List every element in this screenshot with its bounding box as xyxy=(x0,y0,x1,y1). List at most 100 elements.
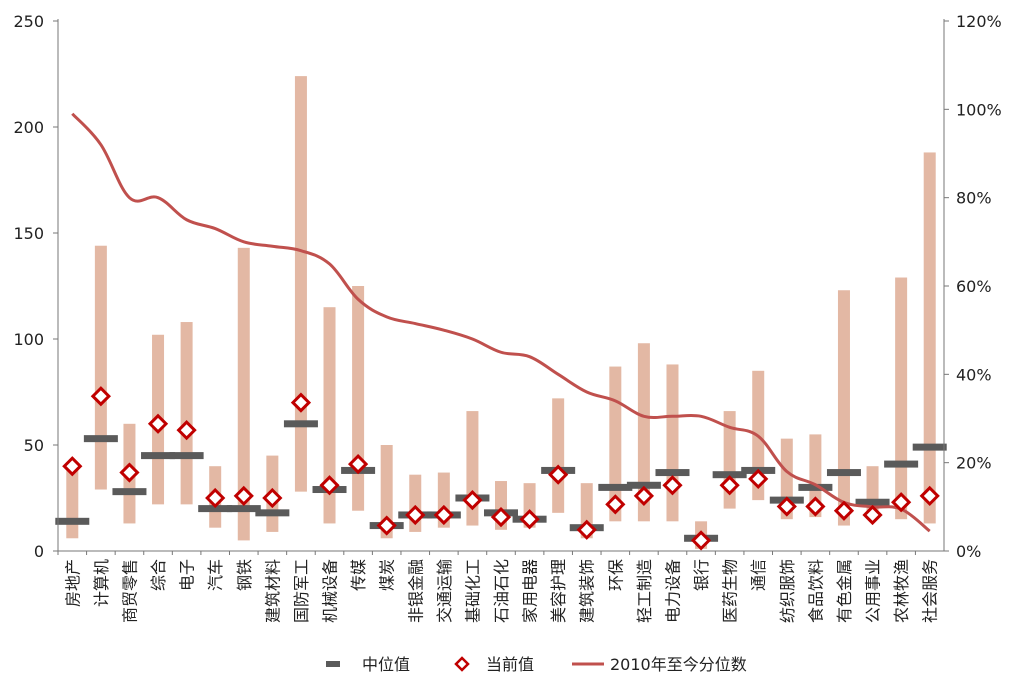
current-value-point xyxy=(833,500,855,521)
percentile-line xyxy=(71,112,931,533)
median-marker xyxy=(141,452,176,460)
current-value-point xyxy=(605,494,626,515)
current-value-point xyxy=(433,504,454,526)
current-markers xyxy=(62,386,940,551)
current-value-point xyxy=(62,456,83,477)
range-bar xyxy=(552,398,565,513)
category-label: 通信 xyxy=(749,559,768,591)
current-value-point xyxy=(548,464,569,485)
legend-line-label: 2010年至今分位数 xyxy=(610,655,747,674)
left-tick-label: 50 xyxy=(24,436,44,455)
category-label: 综合 xyxy=(149,559,168,591)
category-label: 国防军工 xyxy=(292,559,311,623)
legend: 中位值 当前值 2010年至今分位数 xyxy=(326,655,747,674)
range-bar xyxy=(237,247,250,541)
percentile-line-path xyxy=(71,112,931,533)
range-bar xyxy=(352,286,365,511)
current-value-point xyxy=(690,530,712,551)
median-marker xyxy=(598,483,633,491)
category-label: 商贸零售 xyxy=(120,559,139,623)
current-value-point xyxy=(233,485,254,507)
category-label: 银行 xyxy=(692,559,711,591)
legend-current-label: 当前值 xyxy=(486,655,534,674)
current-value-point xyxy=(576,519,597,540)
median-marker xyxy=(169,452,204,460)
range-bar xyxy=(609,366,622,522)
right-tick-label: 60% xyxy=(956,277,992,296)
category-label: 美容护理 xyxy=(549,559,568,623)
current-value-point xyxy=(891,492,912,513)
legend-median-label: 中位值 xyxy=(362,655,410,674)
category-label: 建筑装饰 xyxy=(578,559,597,623)
right-axis-ticks: 0% 20% 40% 60% 80% 100% 120% xyxy=(944,12,1002,561)
category-label: 石油石化 xyxy=(492,559,511,623)
right-tick-label: 40% xyxy=(956,365,992,384)
category-label: 食品饮料 xyxy=(806,559,825,623)
current-value-point xyxy=(519,509,540,530)
category-label: 家用电器 xyxy=(521,559,540,623)
median-marker xyxy=(112,488,147,496)
category-label: 电力设备 xyxy=(663,559,682,623)
legend-median-swatch xyxy=(326,661,340,667)
category-label: 轻工制造 xyxy=(635,559,654,623)
current-value-point xyxy=(119,462,140,483)
category-label: 基础化工 xyxy=(463,559,482,623)
category-label: 交通运输 xyxy=(435,559,454,623)
current-value-point xyxy=(490,506,512,528)
category-labels: 房地产 计算机 商贸零售 综合 电子 汽车 钢铁 建筑材料 国防军工 机械设备 传媒 煤炭 非银金融 交通… xyxy=(57,551,940,623)
category-label: 煤炭 xyxy=(378,559,397,591)
left-tick-label: 100 xyxy=(13,330,44,349)
range-bar xyxy=(380,445,393,539)
left-tick-label: 250 xyxy=(13,12,44,31)
range-bar xyxy=(323,307,336,524)
category-label: 公用事业 xyxy=(864,559,883,623)
range-bars xyxy=(66,76,936,549)
category-label: 纺织服饰 xyxy=(778,559,797,623)
left-tick-label: 150 xyxy=(13,224,44,243)
current-value-point xyxy=(805,496,826,517)
current-value-point xyxy=(862,504,883,526)
right-tick-label: 0% xyxy=(956,542,981,561)
right-tick-label: 100% xyxy=(956,100,1002,119)
category-label: 电子 xyxy=(178,559,197,591)
category-label: 计算机 xyxy=(92,559,111,607)
current-value-point xyxy=(319,475,340,496)
median-marker xyxy=(55,517,90,525)
current-value-point xyxy=(90,386,111,407)
median-marker xyxy=(198,505,233,513)
current-value-point xyxy=(748,468,769,490)
current-value-point xyxy=(376,515,397,536)
range-bar xyxy=(895,277,908,520)
median-marker xyxy=(226,505,261,513)
left-tick-label: 200 xyxy=(13,118,44,137)
median-marker xyxy=(826,469,861,477)
range-bar xyxy=(809,434,822,518)
median-marker xyxy=(712,471,747,479)
median-marker xyxy=(798,483,833,491)
right-tick-label: 20% xyxy=(956,454,992,473)
range-bar xyxy=(294,76,307,492)
legend-current-swatch xyxy=(454,656,470,672)
category-label: 有色金属 xyxy=(835,559,854,623)
current-value-point xyxy=(776,496,797,517)
current-value-point xyxy=(176,420,197,441)
median-marker xyxy=(255,509,290,517)
current-value-point xyxy=(205,487,226,509)
median-marker xyxy=(912,443,947,451)
category-label: 医药生物 xyxy=(721,559,740,623)
median-marker xyxy=(626,481,661,489)
left-tick-label: 0 xyxy=(34,542,44,561)
right-tick-label: 120% xyxy=(956,12,1002,31)
current-value-point xyxy=(347,453,369,475)
right-tick-label: 80% xyxy=(956,189,992,208)
current-value-point xyxy=(662,475,683,496)
current-value-point xyxy=(405,504,426,526)
category-label: 建筑材料 xyxy=(263,559,282,623)
median-marker xyxy=(884,460,919,468)
median-marker xyxy=(83,435,118,443)
range-bar xyxy=(66,466,79,539)
median-marker xyxy=(655,469,690,477)
category-label: 房地产 xyxy=(63,559,82,607)
